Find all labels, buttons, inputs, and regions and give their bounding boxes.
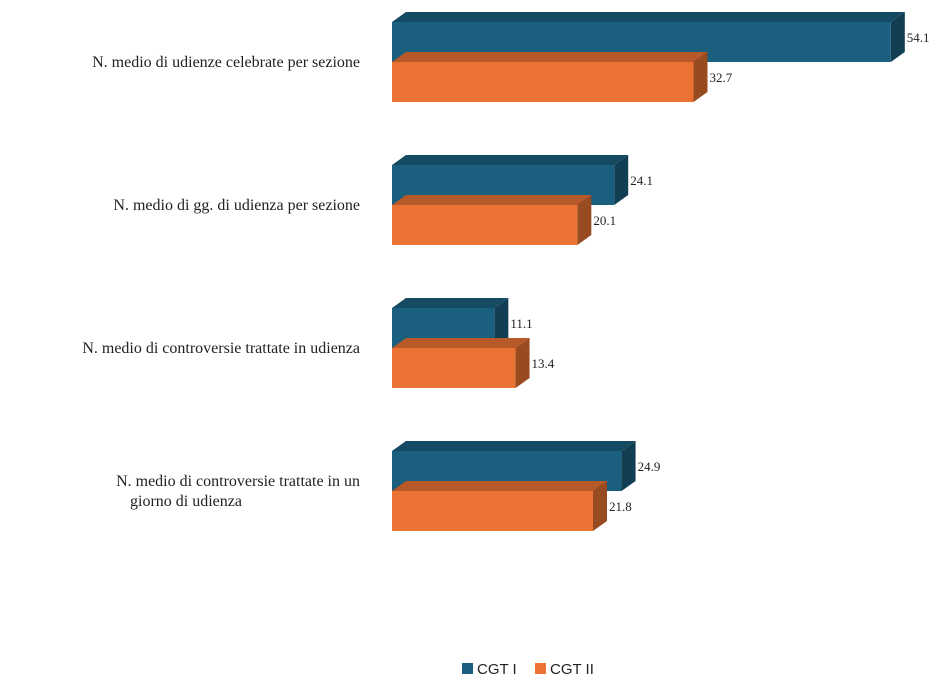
bar-cgt-ii (392, 52, 708, 102)
category-label: N. medio di controversie trattate in un g… (116, 473, 360, 510)
category-label: N. medio di gg. di udienza per sezione (113, 197, 360, 214)
legend-swatch (462, 663, 473, 674)
legend-item-cgt-i: CGT I (462, 661, 517, 678)
bar-cgt-ii (392, 338, 530, 388)
legend-item-cgt-ii: CGT II (535, 661, 594, 678)
value-label: 24.9 (638, 459, 661, 474)
category-label: N. medio di controversie trattate in udi… (82, 340, 360, 357)
legend: CGT I CGT II (462, 661, 594, 678)
value-label: 13.4 (532, 356, 555, 371)
value-label: 20.1 (593, 213, 616, 228)
value-label: 11.1 (510, 316, 532, 331)
category-labels: N. medio di udienze celebrate per sezion… (82, 54, 360, 510)
value-label: 24.1 (630, 173, 653, 188)
category-label: N. medio di udienze celebrate per sezion… (92, 54, 360, 71)
legend-label: CGT I (477, 661, 517, 678)
legend-swatch (535, 663, 546, 674)
bar-cgt-ii (392, 481, 607, 531)
bar-cgt-ii (392, 195, 592, 245)
value-label: 32.7 (709, 70, 732, 85)
value-labels: 54.1 32.7 24.1 20.1 11.1 13.4 24.9 21.8 (510, 30, 929, 514)
value-label: 54.1 (907, 30, 930, 45)
value-label: 21.8 (609, 499, 632, 514)
bars (392, 12, 905, 531)
legend-label: CGT II (550, 661, 594, 678)
